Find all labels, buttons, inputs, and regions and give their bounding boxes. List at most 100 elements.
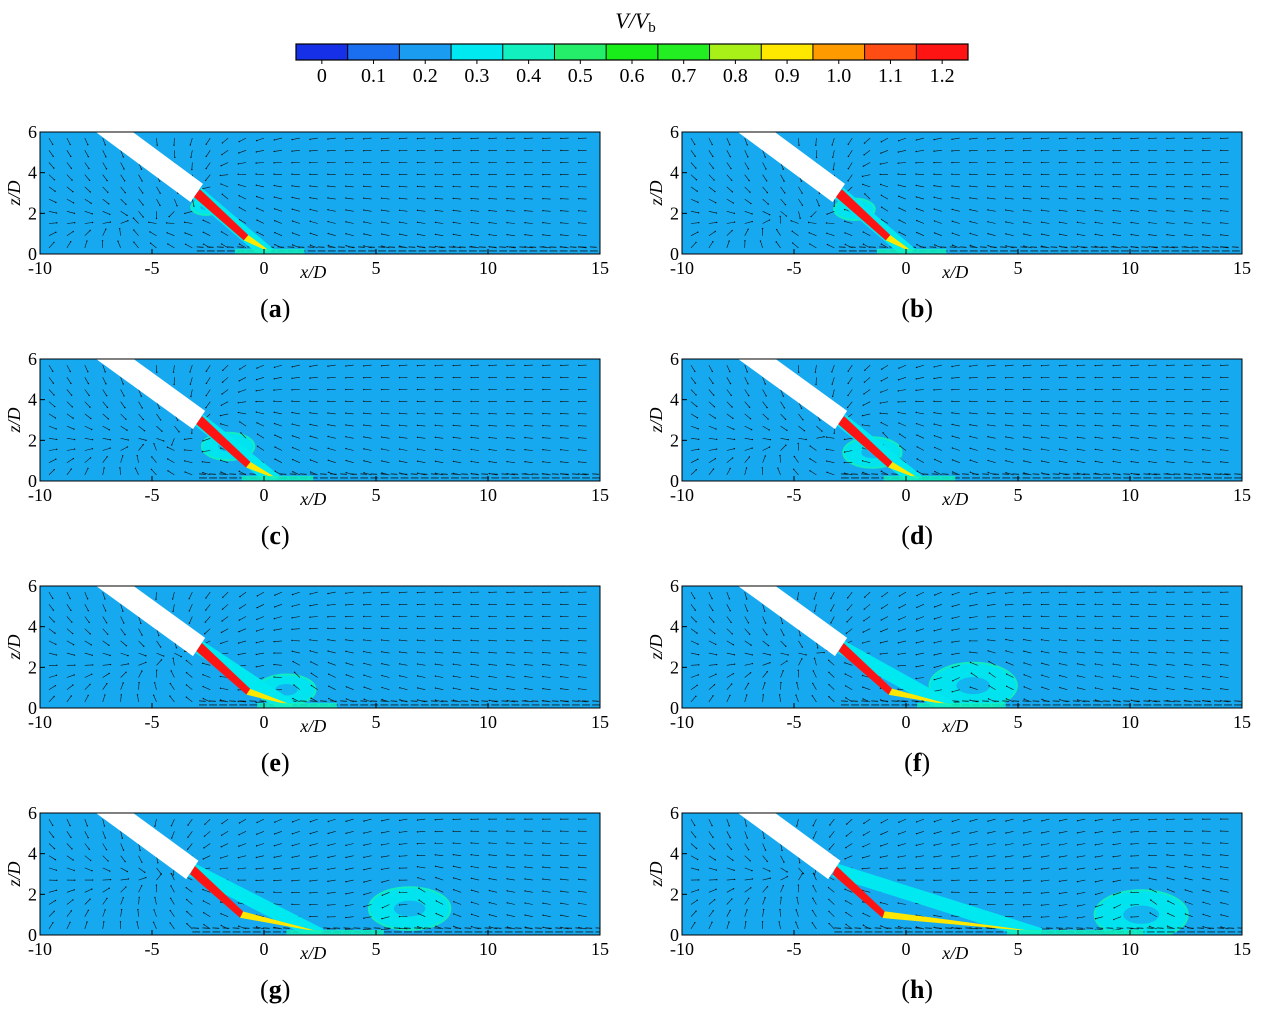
x-tick-label: 15 <box>591 485 609 505</box>
panel-label: (d) <box>877 521 957 551</box>
colorbar-tick-label: 0 <box>317 65 327 87</box>
wall-jet <box>877 249 946 254</box>
wall-jet <box>242 476 314 481</box>
y-tick-label: 2 <box>28 203 37 223</box>
colorbar-tick-label: 0.2 <box>413 65 438 87</box>
panel-letter: h <box>910 975 924 1004</box>
panel-label: (h) <box>877 975 957 1005</box>
y-tick-label: 6 <box>670 580 679 596</box>
x-tick-label: 0 <box>902 258 911 278</box>
colorbar-title-sub: b <box>648 20 656 36</box>
y-tick-label: 6 <box>28 580 37 596</box>
colorbar-swatch <box>451 44 503 60</box>
colorbar-tick-label: 0.7 <box>671 65 696 87</box>
colorbar-swatch <box>710 44 762 60</box>
colorbar-swatch <box>865 44 917 60</box>
x-tick-label: 10 <box>1121 258 1139 278</box>
y-tick-label: 4 <box>670 390 679 410</box>
y-axis-label: z/D <box>4 861 24 887</box>
y-axis-label: z/D <box>646 861 666 887</box>
colorbar-tick-label: 1.0 <box>826 65 851 87</box>
x-tick-label: 0 <box>260 939 269 959</box>
y-axis-label: z/D <box>4 180 24 206</box>
x-axis-label: x/D <box>299 716 326 736</box>
x-tick-label: 5 <box>1014 712 1023 732</box>
panel-letter: d <box>910 521 924 550</box>
panel-letter: f <box>913 748 922 777</box>
colorbar-tick-label: 0.5 <box>568 65 593 87</box>
colorbar-swatch <box>761 44 813 60</box>
y-tick-label: 4 <box>28 617 37 637</box>
x-tick-label: 10 <box>479 939 497 959</box>
y-axis-label: z/D <box>4 634 24 660</box>
panel-letter: b <box>910 294 924 323</box>
colorbar-swatch <box>813 44 865 60</box>
wall-jet <box>235 249 304 254</box>
x-tick-label: 15 <box>591 712 609 732</box>
x-tick-label: 15 <box>1233 258 1251 278</box>
x-tick-label: 10 <box>1121 712 1139 732</box>
panel-letter: e <box>269 748 281 777</box>
colorbar-swatch <box>916 44 968 60</box>
x-tick-label: 5 <box>372 712 381 732</box>
y-tick-label: 2 <box>28 657 37 677</box>
y-tick-label: 4 <box>670 844 679 864</box>
colorbar-swatch <box>658 44 710 60</box>
colorbar-swatch <box>554 44 606 60</box>
y-tick-label: 4 <box>670 617 679 637</box>
x-axis-label: x/D <box>299 943 326 963</box>
colorbar-tick-label: 0.3 <box>464 65 489 87</box>
y-tick-label: 2 <box>28 884 37 904</box>
y-tick-label: 6 <box>28 126 37 142</box>
x-tick-label: 15 <box>1233 939 1251 959</box>
y-tick-label: 6 <box>28 807 37 823</box>
y-tick-label: 2 <box>670 430 679 450</box>
y-axis-label: z/D <box>646 180 666 206</box>
y-axis-label: z/D <box>646 407 666 433</box>
y-tick-label: 4 <box>28 163 37 183</box>
y-tick-label: 0 <box>28 698 37 718</box>
colorbar-swatch <box>399 44 451 60</box>
y-tick-label: 6 <box>670 353 679 369</box>
y-tick-label: 0 <box>670 471 679 491</box>
panel-label: (c) <box>235 521 315 551</box>
wall-jet <box>286 930 383 935</box>
x-tick-label: 5 <box>1014 485 1023 505</box>
x-tick-label: 15 <box>591 939 609 959</box>
panel-label: (a) <box>235 294 315 324</box>
wall-jet <box>917 703 1005 708</box>
y-tick-label: 6 <box>28 353 37 369</box>
x-tick-label: -5 <box>787 939 802 959</box>
panel-letter: c <box>269 521 281 550</box>
vortex-core <box>394 901 425 917</box>
x-axis-label: x/D <box>941 489 968 509</box>
y-axis-label: z/D <box>646 634 666 660</box>
x-tick-label: 0 <box>260 712 269 732</box>
vortex-core <box>956 677 990 694</box>
y-tick-label: 4 <box>28 844 37 864</box>
colorbar-tick-label: 0.6 <box>620 65 645 87</box>
colorbar-tick-label: 1.1 <box>878 65 903 87</box>
y-tick-label: 6 <box>670 807 679 823</box>
panel-label: (e) <box>235 748 315 778</box>
x-tick-label: 5 <box>372 485 381 505</box>
x-tick-label: 10 <box>479 712 497 732</box>
panel-letter: a <box>269 294 282 323</box>
colorbar-swatch <box>503 44 555 60</box>
x-axis-label: x/D <box>941 262 968 282</box>
x-tick-label: -5 <box>787 485 802 505</box>
x-tick-label: 15 <box>1233 712 1251 732</box>
panel-label: (b) <box>877 294 957 324</box>
x-tick-label: -5 <box>787 712 802 732</box>
